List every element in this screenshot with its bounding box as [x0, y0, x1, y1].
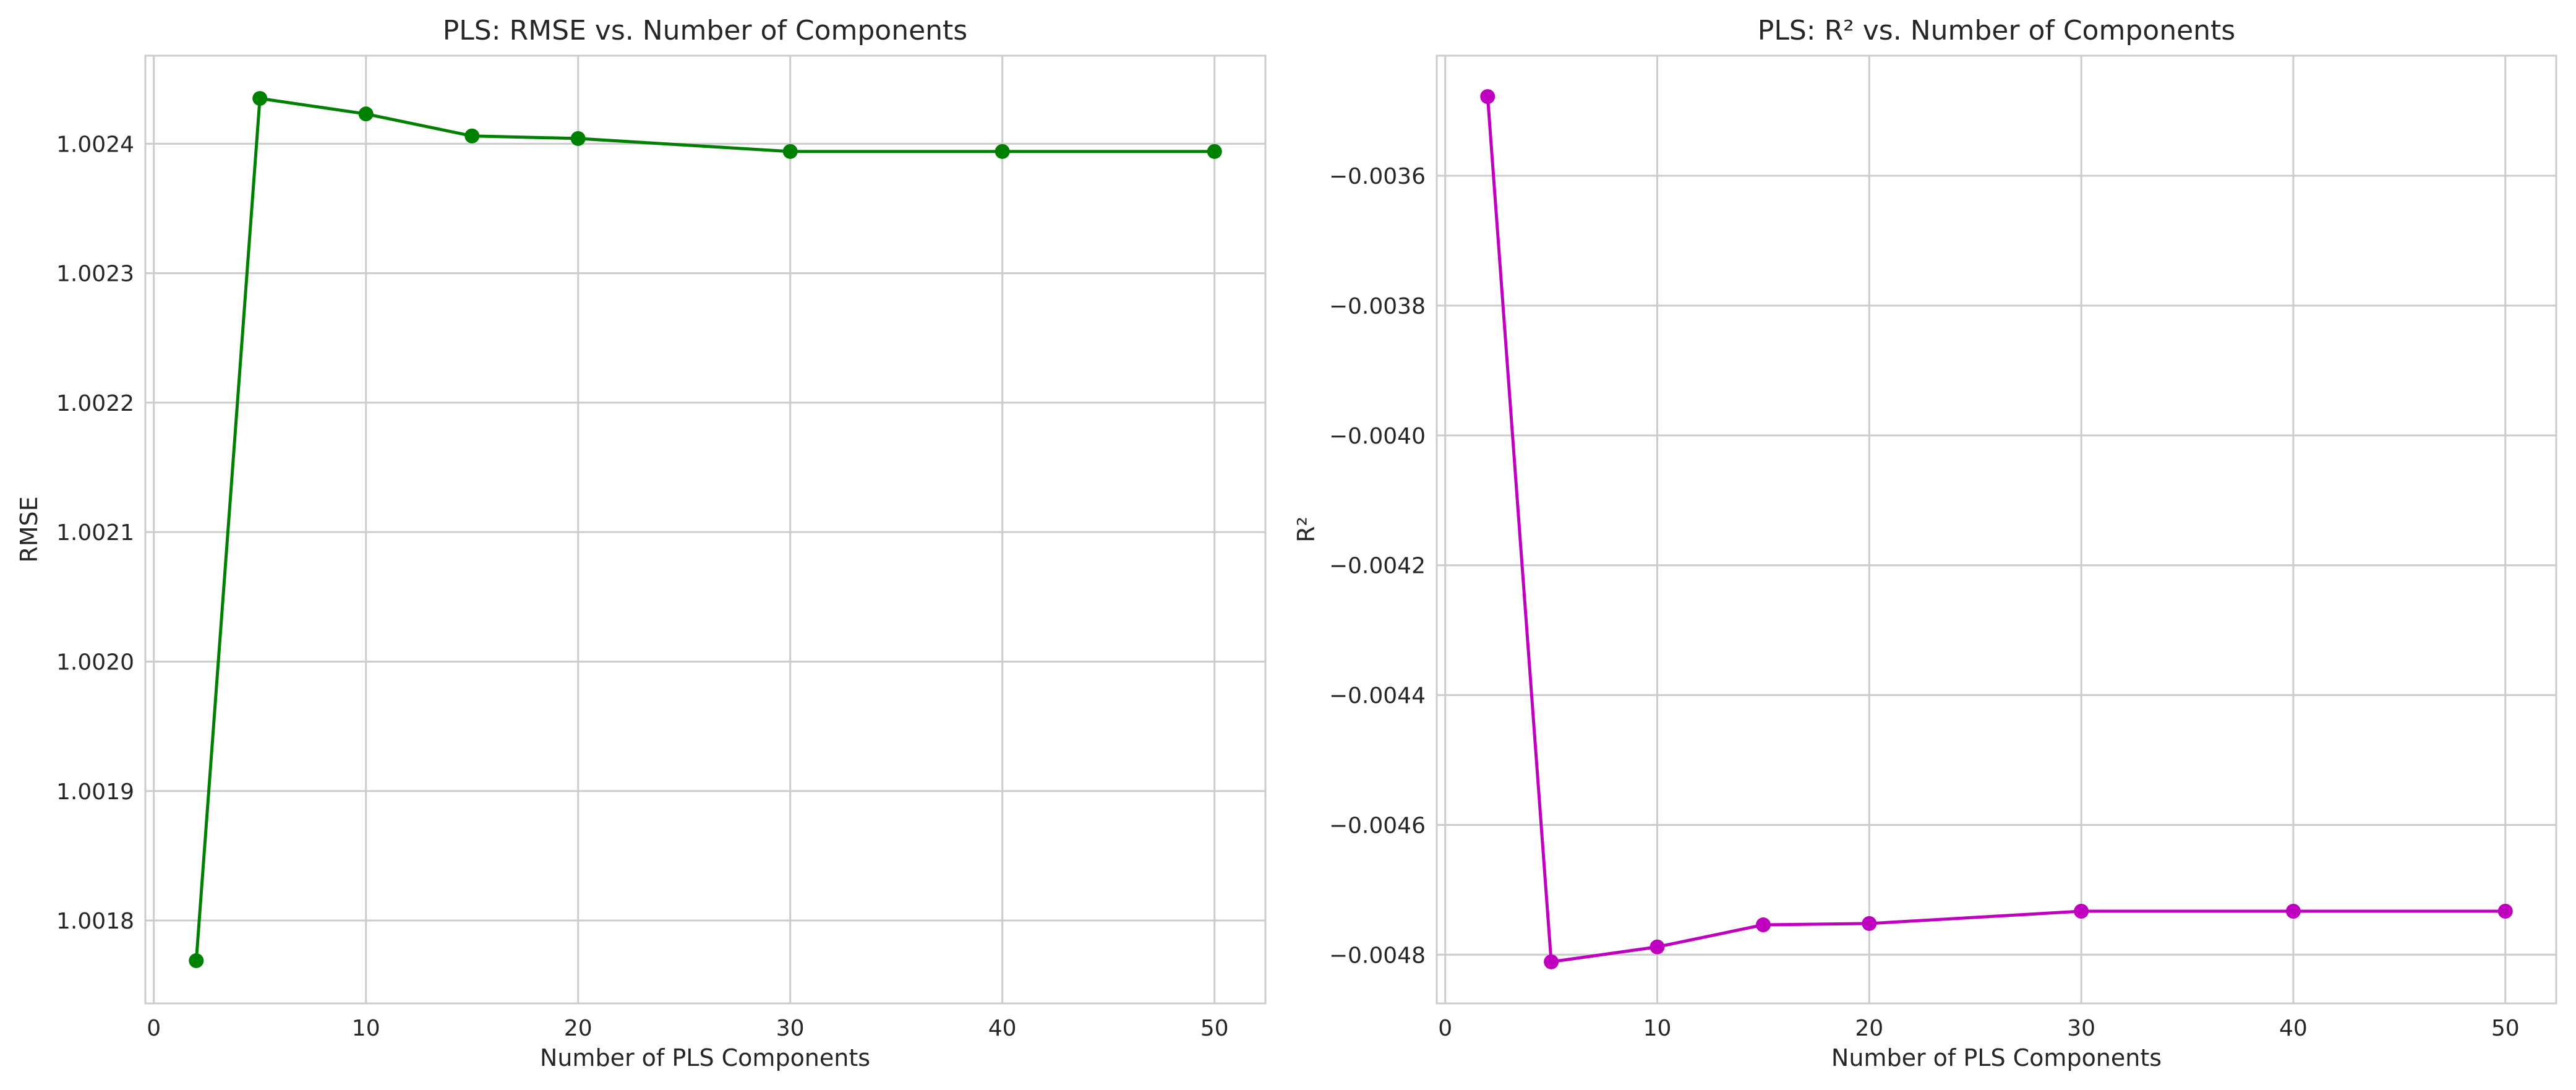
- rmse-x-tick-label: 30: [776, 1016, 805, 1041]
- r2-y-tick-label: −0.0042: [1329, 554, 1426, 579]
- rmse-data-point: [252, 91, 268, 106]
- rmse-y-tick-label: 1.0019: [56, 779, 134, 805]
- r2-x-ticks: 0 10 20 30 40 50: [1438, 1016, 2519, 1041]
- r2-panel: 0 10 20 30 40 50 −0.0048 −0.0046 −0.0044 −0.0042…: [1293, 15, 2557, 1071]
- rmse-x-tick-label: 50: [1200, 1016, 1229, 1041]
- r2-chart-title: PLS: R² vs. Number of Components: [1758, 15, 2235, 46]
- rmse-data-point: [995, 144, 1010, 159]
- rmse-x-tick-label: 20: [564, 1016, 593, 1041]
- r2-series-line: [1486, 96, 2505, 964]
- rmse-data-point: [782, 144, 798, 159]
- rmse-y-tick-label: 1.0018: [56, 909, 134, 934]
- r2-series: [1480, 89, 2513, 969]
- r2-y-axis-label: R²: [1293, 517, 1320, 543]
- rmse-data-point: [189, 953, 204, 968]
- r2-x-tick-label: 20: [1855, 1016, 1883, 1041]
- r2-data-point: [2285, 903, 2301, 919]
- rmse-x-tick-label: 0: [147, 1016, 161, 1041]
- r2-data-point: [1862, 916, 1877, 931]
- rmse-data-point: [570, 131, 586, 146]
- r2-gridlines: [1437, 56, 2556, 1003]
- rmse-x-axis-label: Number of PLS Components: [540, 1044, 870, 1071]
- rmse-series-line: [194, 97, 1215, 961]
- r2-y-ticks: −0.0048 −0.0046 −0.0044 −0.0042 −0.0040 −0.00…: [1329, 164, 1426, 968]
- r2-x-tick-label: 30: [2067, 1016, 2095, 1041]
- rmse-axes-frame: [144, 54, 1267, 1005]
- r2-x-tick-label: 50: [2491, 1016, 2520, 1041]
- r2-y-tick-label: −0.0040: [1329, 424, 1426, 449]
- rmse-y-tick-label: 1.0022: [56, 391, 134, 416]
- r2-x-tick-label: 40: [2279, 1016, 2308, 1041]
- r2-x-axis-label: Number of PLS Components: [1831, 1044, 2162, 1071]
- r2-data-point: [1480, 89, 1496, 105]
- rmse-data-point: [1207, 144, 1222, 159]
- rmse-y-axis-label: RMSE: [15, 496, 43, 562]
- rmse-y-tick-label: 1.0024: [56, 132, 134, 157]
- r2-data-point: [1544, 954, 1559, 969]
- r2-axes-frame: [1436, 54, 2557, 1005]
- rmse-x-ticks: 0 10 20 30 40 50: [147, 1016, 1228, 1041]
- r2-data-point: [1755, 917, 1771, 933]
- rmse-panel: 0 10 20 30 40 50 1.00181.00191.00201.00211.00…: [15, 15, 1267, 1071]
- rmse-series: [189, 91, 1222, 968]
- r2-y-tick-label: −0.0046: [1329, 813, 1426, 838]
- rmse-y-tick-label: 1.0021: [56, 520, 134, 546]
- rmse-chart-title: PLS: RMSE vs. Number of Components: [443, 15, 967, 46]
- r2-data-point: [1650, 939, 1665, 955]
- rmse-x-tick-label: 40: [988, 1016, 1017, 1041]
- rmse-y-ticks: 1.0018 1.0019 1.0020 1.0021 1.0022 1.0023 1.00…: [56, 132, 134, 934]
- rmse-data-point: [358, 106, 374, 122]
- r2-y-tick-label: −0.0038: [1329, 294, 1426, 319]
- r2-y-tick-label: −0.0036: [1329, 164, 1426, 189]
- r2-y-tick-label: −0.0048: [1329, 943, 1426, 968]
- r2-y-tick-label: −0.0044: [1329, 684, 1426, 709]
- r2-data-point: [2074, 903, 2089, 919]
- r2-data-point: [2497, 903, 2513, 919]
- rmse-y-tick-label: 1.0023: [56, 262, 134, 287]
- rmse-x-tick-label: 10: [352, 1016, 380, 1041]
- rmse-data-point: [464, 128, 480, 144]
- r2-x-tick-label: 10: [1643, 1016, 1672, 1041]
- rmse-gridlines: [145, 56, 1265, 1003]
- rmse-y-tick-label: 1.0020: [56, 650, 134, 675]
- r2-x-tick-label: 0: [1438, 1016, 1452, 1041]
